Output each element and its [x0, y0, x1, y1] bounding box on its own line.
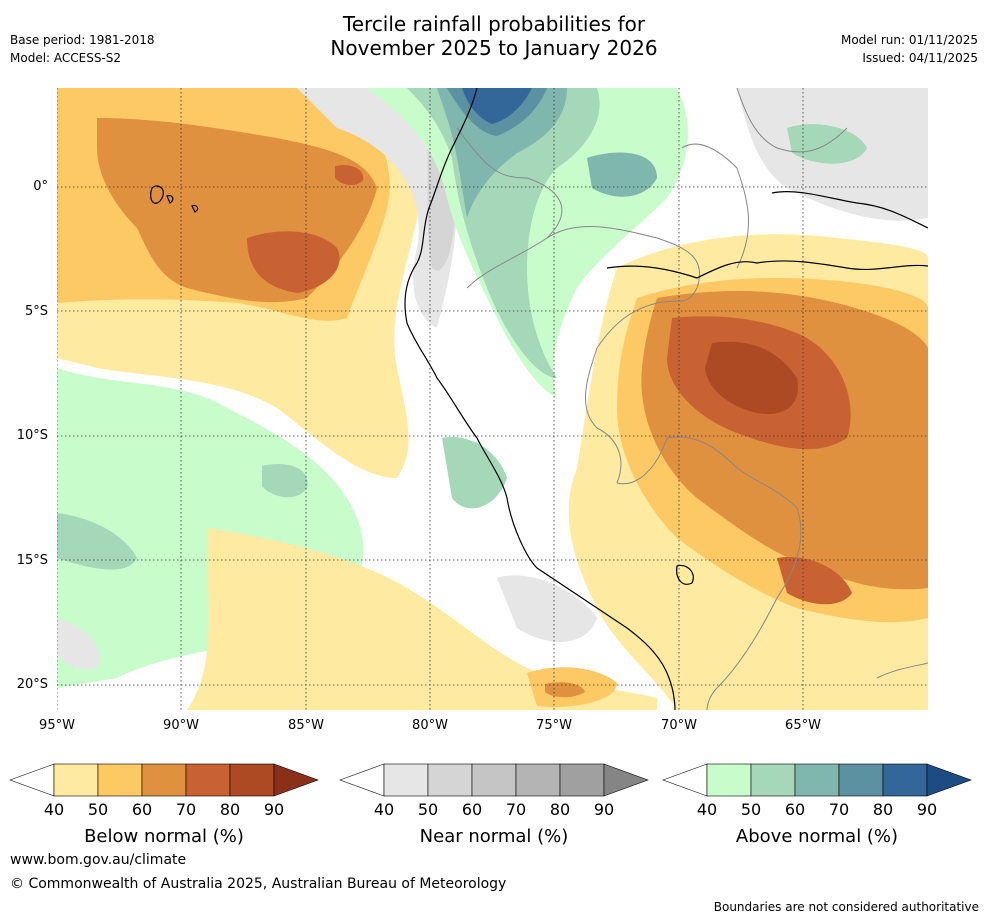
lon-label-70w: 70°W [661, 718, 697, 733]
near-tick-70: 70 [505, 800, 527, 819]
map-title-line2: November 2025 to January 2026 [330, 36, 658, 60]
below-tick-70: 70 [175, 800, 197, 819]
colorbar-above-swatch-50-60 [750, 763, 796, 797]
below-tick-90: 90 [263, 800, 285, 819]
near-tick-80: 80 [549, 800, 571, 819]
colorbar-below-swatch-gt90 [273, 763, 319, 797]
below-tick-40: 40 [43, 800, 65, 819]
colorbar-above-swatch-60-70 [794, 763, 840, 797]
below-normal-80-patch [335, 164, 364, 186]
above-tick-70: 70 [828, 800, 850, 819]
below-tick-60: 60 [131, 800, 153, 819]
map-title-line1: Tercile rainfall probabilities for [342, 12, 646, 36]
lake-titicaca [676, 564, 694, 585]
model-run: Model run: 01/11/2025 [840, 33, 978, 47]
colorbar-near-swatch-70-80 [515, 763, 561, 797]
lon-label-95w: 95°W [39, 718, 75, 733]
colorbar-below-swatch-lt40 [9, 763, 55, 797]
colorbar-above-swatch-40-50 [706, 763, 752, 797]
lat-label-0: 0° [33, 179, 48, 194]
colorbar-below-normal [9, 763, 319, 797]
colorbar-below-swatch-40-50 [53, 763, 99, 797]
near-normal-50-north [297, 88, 457, 328]
below-normal-70-south [545, 682, 585, 698]
country-borders [456, 88, 928, 710]
issued-date: Issued: 04/11/2025 [862, 51, 978, 65]
above-normal-60-patch [262, 464, 308, 498]
below-normal-80-south-east [777, 557, 852, 605]
above-tick-80: 80 [872, 800, 894, 819]
lon-label-85w: 85°W [288, 718, 324, 733]
colorbar-above-swatch-70-80 [838, 763, 884, 797]
colorbar-near-normal [339, 763, 649, 797]
border-colombia-ecuador-peru [456, 127, 563, 289]
lon-label-75w: 75°W [536, 718, 572, 733]
above-normal-60-west [57, 513, 137, 570]
map-title: Tercile rainfall probabilities for Novem… [0, 12, 988, 60]
coastline-pacific [404, 88, 676, 710]
lat-label-15s: 15°S [16, 553, 48, 568]
lat-label-20s: 20°S [16, 677, 48, 692]
lat-label-10s: 10°S [16, 428, 48, 443]
colorbar-near-swatch-lt40 [339, 763, 385, 797]
colorbar-below-swatch-70-80 [185, 763, 231, 797]
above-normal-60-north [407, 88, 600, 378]
above-tick-40: 40 [696, 800, 718, 819]
colorbar-near-swatch-80-90 [559, 763, 605, 797]
near-tick-60: 60 [461, 800, 483, 819]
coastline-caribbean [771, 191, 928, 229]
base-period: Base period: 1981-2018 [10, 33, 155, 47]
near-normal-50-south [497, 575, 597, 642]
colorbar-below-swatch-80-90 [229, 763, 275, 797]
below-normal-80-west [247, 231, 340, 293]
colorbar-above-swatch-lt40 [662, 763, 708, 797]
border-venezuela [736, 88, 848, 153]
coastlines [150, 88, 928, 710]
graticule [57, 88, 928, 710]
near-normal-50-sw [57, 618, 100, 670]
border-bolivia [616, 436, 802, 710]
below-normal-50-south [187, 528, 657, 710]
colorbar-near-swatch-40-50 [383, 763, 429, 797]
border-peru-brazil [546, 226, 701, 484]
model-name: Model: ACCESS-S2 [10, 51, 122, 65]
galapagos-islands [150, 185, 199, 213]
above-normal-60-andes-south [442, 437, 507, 509]
above-normal-70-north [437, 88, 567, 218]
colorbar-near-swatch-gt90 [603, 763, 649, 797]
above-normal-90-north [462, 88, 532, 124]
colorbar-above-swatch-gt90 [926, 763, 972, 797]
above-tick-60: 60 [784, 800, 806, 819]
rainfall-probability-map [57, 88, 928, 710]
lon-label-80w: 80°W [412, 718, 448, 733]
footer-url: www.bom.gov.au/climate [10, 852, 187, 868]
river-amazon [606, 260, 928, 279]
above-normal-70-patch-east [587, 152, 657, 197]
colorbar-above-title: Above normal (%) [735, 826, 899, 847]
lat-label-5s: 5°S [24, 304, 48, 319]
below-tick-80: 80 [219, 800, 241, 819]
colorbar-below-swatch-50-60 [97, 763, 143, 797]
above-tick-90: 90 [916, 800, 938, 819]
near-tick-40: 40 [373, 800, 395, 819]
lon-label-65w: 65°W [785, 718, 821, 733]
footer-copyright: © Commonwealth of Australia 2025, Austra… [10, 876, 507, 892]
colorbar-near-swatch-60-70 [471, 763, 517, 797]
border-colombia-venezuela [681, 143, 749, 269]
colorbar-above-swatch-80-90 [882, 763, 928, 797]
below-normal-90-east [705, 341, 798, 414]
colorbar-near-swatch-50-60 [427, 763, 473, 797]
footer-disclaimer: Boundaries are not considered authoritat… [713, 900, 979, 914]
colorbar-near-title: Near normal (%) [419, 826, 569, 847]
lon-label-90w: 90°W [163, 718, 199, 733]
below-tick-50: 50 [87, 800, 109, 819]
near-tick-50: 50 [417, 800, 439, 819]
colorbar-above-normal [662, 763, 972, 797]
near-tick-90: 90 [593, 800, 615, 819]
border-paraguay [876, 662, 928, 679]
colorbar-below-swatch-60-70 [141, 763, 187, 797]
above-tick-50: 50 [740, 800, 762, 819]
colorbar-below-title: Below normal (%) [84, 826, 244, 847]
